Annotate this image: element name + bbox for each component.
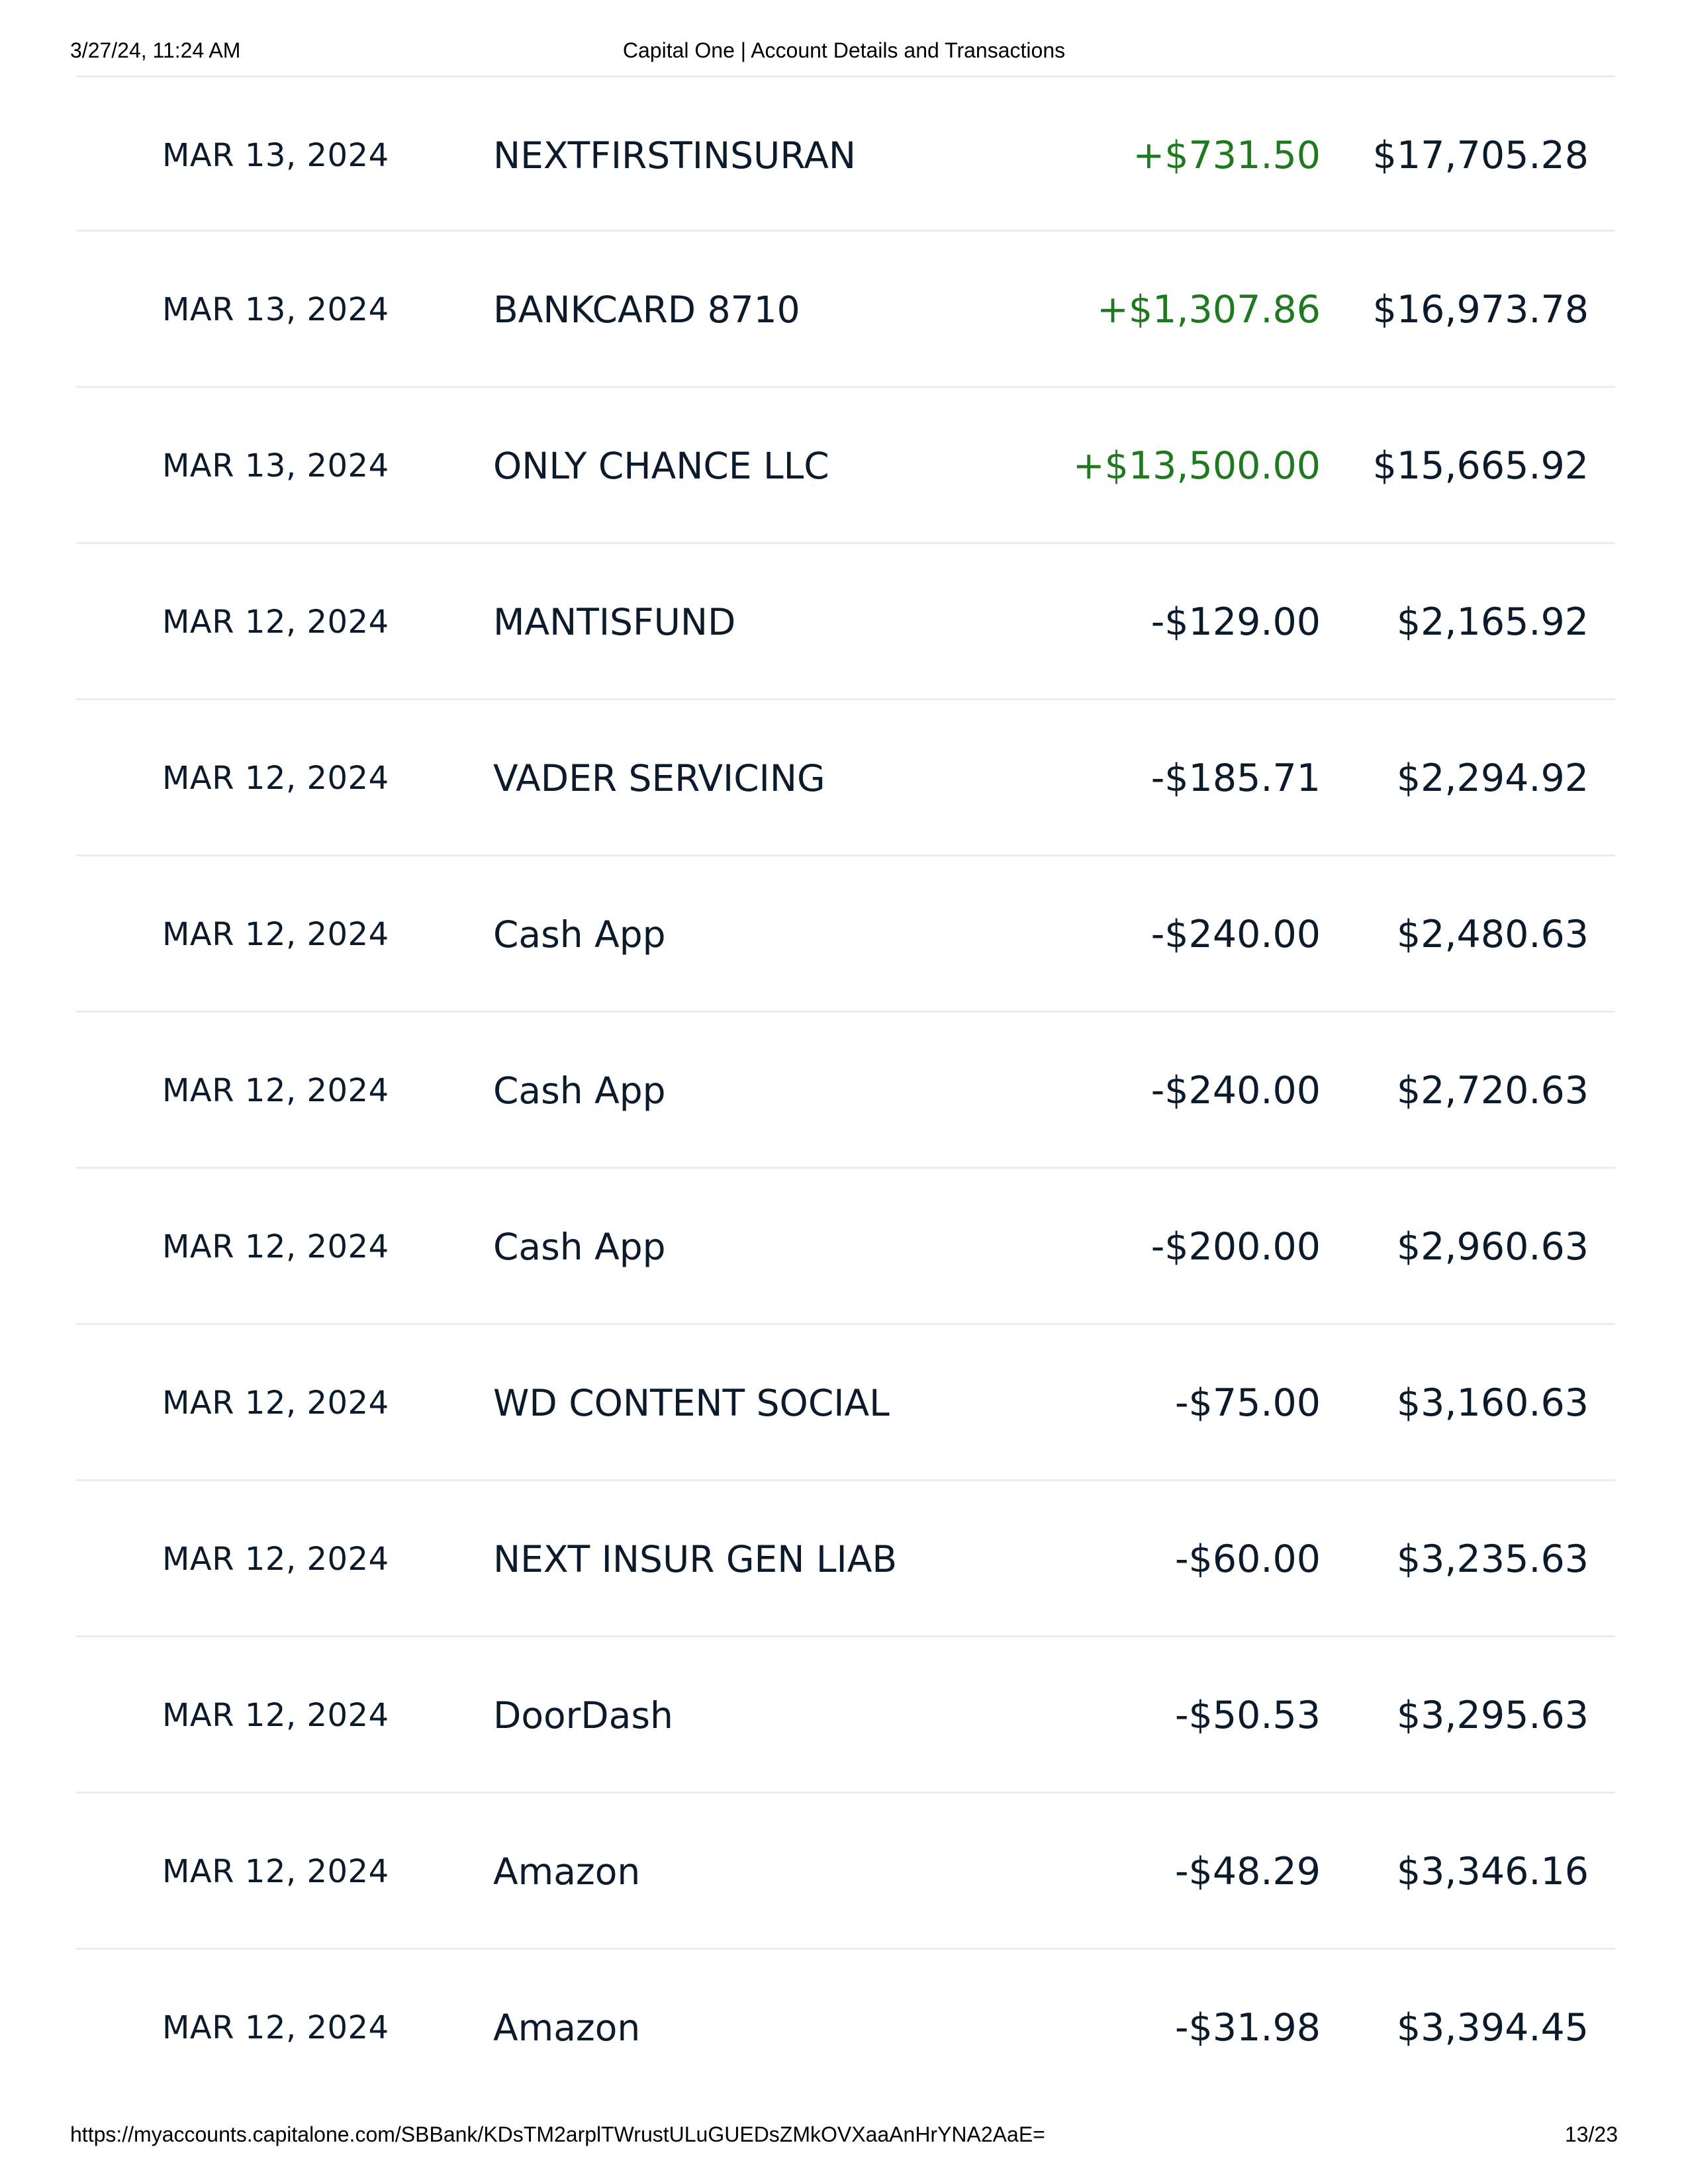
transaction-description: Cash App (493, 1069, 666, 1112)
transaction-description: Amazon (493, 2007, 641, 2049)
print-footer: https://myaccounts.capitalone.com/SBBank… (0, 2122, 1688, 2152)
transaction-amount: -$60.00 (1174, 1537, 1321, 1581)
transaction-row[interactable]: MAR 12, 2024 DoorDash -$50.53 $3,295.63 (76, 1637, 1615, 1794)
transaction-row[interactable]: MAR 13, 2024 NEXTFIRSTINSURAN +$731.50 $… (76, 75, 1615, 232)
print-datetime: 3/27/24, 11:24 AM (70, 38, 241, 62)
print-page-title: Capital One | Account Details and Transa… (622, 38, 1066, 62)
transaction-row[interactable]: MAR 12, 2024 Cash App -$240.00 $2,720.63 (76, 1013, 1615, 1169)
transaction-balance: $2,720.63 (1396, 1069, 1589, 1113)
transaction-date: MAR 12, 2024 (162, 1228, 389, 1265)
transaction-amount: -$75.00 (1174, 1381, 1321, 1425)
transaction-date: MAR 13, 2024 (162, 137, 389, 174)
transaction-balance: $2,294.92 (1396, 756, 1589, 800)
transaction-date: MAR 12, 2024 (162, 2009, 389, 2046)
transaction-row[interactable]: MAR 12, 2024 MANTISFUND -$129.00 $2,165.… (76, 544, 1615, 700)
transactions-list: MAR 13, 2024 NEXTFIRSTINSURAN +$731.50 $… (76, 75, 1615, 2106)
transaction-balance: $15,665.92 (1372, 444, 1589, 488)
transaction-amount: +$731.50 (1133, 134, 1321, 177)
print-page-number: 13/23 (1564, 2122, 1618, 2146)
transaction-description: NEXT INSUR GEN LIAB (493, 1538, 898, 1580)
transaction-date: MAR 12, 2024 (162, 760, 389, 797)
transaction-date: MAR 13, 2024 (162, 291, 389, 328)
transaction-description: Amazon (493, 1850, 641, 1893)
transaction-date: MAR 12, 2024 (162, 1385, 389, 1422)
transaction-row[interactable]: MAR 12, 2024 Amazon -$48.29 $3,346.16 (76, 1794, 1615, 1950)
transaction-description: MANTISFUND (493, 601, 736, 643)
transaction-balance: $3,394.45 (1396, 2006, 1589, 2050)
transaction-amount: -$240.00 (1150, 1069, 1321, 1113)
transaction-description: BANKCARD 8710 (493, 289, 800, 331)
transaction-row[interactable]: MAR 12, 2024 Cash App -$240.00 $2,480.63 (76, 856, 1615, 1013)
print-url: https://myaccounts.capitalone.com/SBBank… (70, 2122, 1045, 2146)
print-header: 3/27/24, 11:24 AM Capital One | Account … (0, 38, 1688, 68)
transaction-description: Cash App (493, 1226, 666, 1268)
transaction-amount: -$240.00 (1150, 913, 1321, 956)
transaction-date: MAR 12, 2024 (162, 1541, 389, 1578)
transaction-amount: -$48.29 (1174, 1850, 1321, 1893)
transaction-amount: -$129.00 (1150, 600, 1321, 644)
transaction-row[interactable]: MAR 12, 2024 Amazon -$31.98 $3,394.45 (76, 1950, 1615, 2106)
transaction-balance: $3,235.63 (1396, 1537, 1589, 1581)
transaction-description: ONLY CHANCE LLC (493, 445, 829, 487)
transaction-description: VADER SERVICING (493, 757, 825, 799)
transaction-description: Cash App (493, 913, 666, 956)
transaction-description: DoorDash (493, 1694, 673, 1737)
transaction-balance: $2,960.63 (1396, 1225, 1589, 1269)
transaction-amount: +$1,307.86 (1097, 288, 1321, 332)
transaction-balance: $3,346.16 (1396, 1850, 1589, 1893)
transaction-date: MAR 12, 2024 (162, 1697, 389, 1734)
transaction-balance: $3,295.63 (1396, 1694, 1589, 1737)
transaction-amount: -$185.71 (1150, 756, 1321, 800)
transaction-row[interactable]: MAR 13, 2024 BANKCARD 8710 +$1,307.86 $1… (76, 232, 1615, 388)
transaction-amount: -$31.98 (1174, 2006, 1321, 2050)
transaction-date: MAR 12, 2024 (162, 916, 389, 953)
transaction-date: MAR 12, 2024 (162, 604, 389, 641)
transaction-balance: $17,705.28 (1372, 134, 1589, 177)
transaction-balance: $2,480.63 (1396, 913, 1589, 956)
transaction-balance: $16,973.78 (1372, 288, 1589, 332)
transaction-balance: $3,160.63 (1396, 1381, 1589, 1425)
transaction-row[interactable]: MAR 12, 2024 Cash App -$200.00 $2,960.63 (76, 1169, 1615, 1325)
transaction-amount: -$50.53 (1174, 1694, 1321, 1737)
transaction-date: MAR 12, 2024 (162, 1072, 389, 1109)
transaction-amount: -$200.00 (1150, 1225, 1321, 1269)
transaction-description: NEXTFIRSTINSURAN (493, 134, 857, 177)
transaction-date: MAR 12, 2024 (162, 1853, 389, 1890)
transaction-row[interactable]: MAR 13, 2024 ONLY CHANCE LLC +$13,500.00… (76, 388, 1615, 544)
transaction-row[interactable]: MAR 12, 2024 VADER SERVICING -$185.71 $2… (76, 700, 1615, 856)
transaction-balance: $2,165.92 (1396, 600, 1589, 644)
transaction-date: MAR 13, 2024 (162, 447, 389, 484)
transaction-row[interactable]: MAR 12, 2024 NEXT INSUR GEN LIAB -$60.00… (76, 1481, 1615, 1637)
transaction-description: WD CONTENT SOCIAL (493, 1382, 890, 1424)
transaction-amount: +$13,500.00 (1072, 444, 1321, 488)
transaction-row[interactable]: MAR 12, 2024 WD CONTENT SOCIAL -$75.00 $… (76, 1325, 1615, 1481)
